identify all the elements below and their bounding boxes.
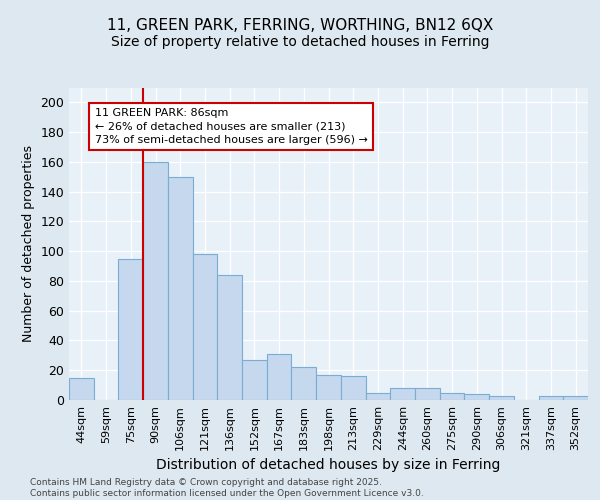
X-axis label: Distribution of detached houses by size in Ferring: Distribution of detached houses by size …	[157, 458, 500, 472]
Bar	[193, 254, 217, 400]
Bar	[440, 392, 464, 400]
Bar	[168, 177, 193, 400]
Bar	[118, 258, 143, 400]
Y-axis label: Number of detached properties: Number of detached properties	[22, 145, 35, 342]
Text: 11 GREEN PARK: 86sqm
← 26% of detached houses are smaller (213)
73% of semi-deta: 11 GREEN PARK: 86sqm ← 26% of detached h…	[95, 108, 368, 144]
Bar	[489, 396, 514, 400]
Bar	[341, 376, 365, 400]
Bar	[415, 388, 440, 400]
Bar	[242, 360, 267, 400]
Bar	[267, 354, 292, 400]
Bar	[316, 374, 341, 400]
Bar	[365, 392, 390, 400]
Bar	[143, 162, 168, 400]
Bar	[539, 396, 563, 400]
Bar	[217, 275, 242, 400]
Bar	[563, 396, 588, 400]
Bar	[390, 388, 415, 400]
Bar	[464, 394, 489, 400]
Text: Size of property relative to detached houses in Ferring: Size of property relative to detached ho…	[111, 35, 489, 49]
Bar	[69, 378, 94, 400]
Text: 11, GREEN PARK, FERRING, WORTHING, BN12 6QX: 11, GREEN PARK, FERRING, WORTHING, BN12 …	[107, 18, 493, 32]
Bar	[292, 368, 316, 400]
Text: Contains HM Land Registry data © Crown copyright and database right 2025.
Contai: Contains HM Land Registry data © Crown c…	[30, 478, 424, 498]
